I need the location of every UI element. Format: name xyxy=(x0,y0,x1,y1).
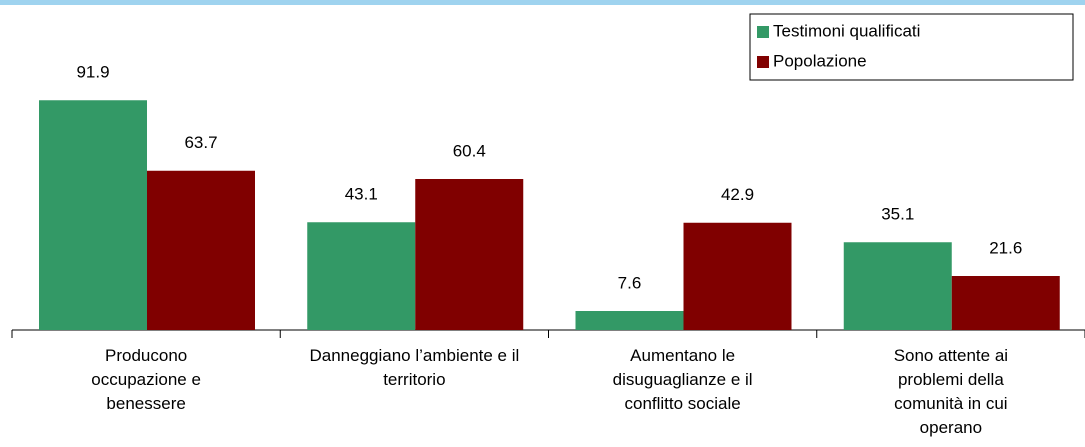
data-label: 7.6 xyxy=(618,273,642,292)
x-tick-label: Danneggiano l’ambiente e il territorio xyxy=(309,346,520,389)
data-label: 63.7 xyxy=(184,133,217,152)
bar xyxy=(147,170,255,330)
data-label: 21.6 xyxy=(989,238,1022,257)
x-tick-label: Aumentano le disuguaglianze e il conflit… xyxy=(612,346,753,413)
bar xyxy=(683,222,792,330)
bar xyxy=(39,100,147,330)
bar xyxy=(843,242,952,330)
data-label: 35.1 xyxy=(881,205,914,224)
x-tick-label: Producono occupazione e benessere xyxy=(91,346,201,413)
legend-box xyxy=(749,13,1074,81)
top-stripe xyxy=(0,0,1085,5)
bar xyxy=(415,179,524,330)
bar xyxy=(307,222,416,330)
bar xyxy=(951,276,1060,330)
data-label: 42.9 xyxy=(721,185,754,204)
data-label: 91.9 xyxy=(76,63,109,82)
data-label: 43.1 xyxy=(345,185,378,204)
legend-swatch xyxy=(757,26,769,38)
legend-label: Popolazione xyxy=(773,51,867,70)
x-tick-label: Sono attente ai problemi della comunità … xyxy=(893,346,1009,437)
bar xyxy=(575,311,684,330)
legend-swatch xyxy=(757,56,769,68)
legend-label: Testimoni qualificati xyxy=(773,21,920,40)
data-label: 60.4 xyxy=(453,141,486,160)
